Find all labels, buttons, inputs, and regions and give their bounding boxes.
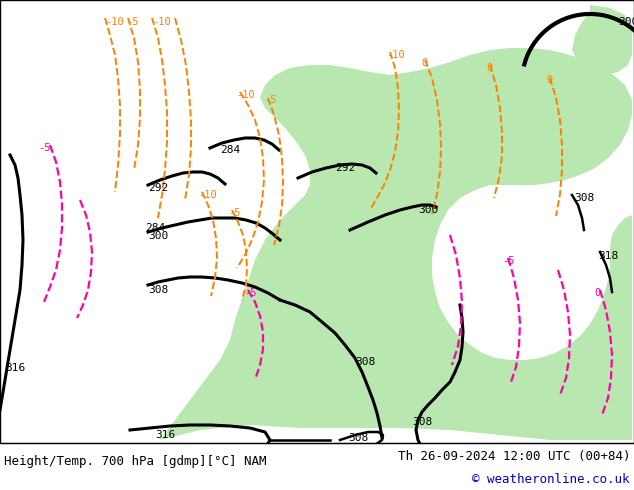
Text: 316: 316 bbox=[275, 453, 295, 463]
Text: Height/Temp. 700 hPa [gdmp][°C] NAM: Height/Temp. 700 hPa [gdmp][°C] NAM bbox=[4, 455, 266, 468]
Text: -5: -5 bbox=[244, 288, 257, 298]
Text: 0: 0 bbox=[486, 63, 492, 73]
Text: -10: -10 bbox=[198, 190, 217, 200]
Polygon shape bbox=[160, 48, 632, 440]
Text: 284: 284 bbox=[145, 223, 165, 233]
Text: Th 26-09-2024 12:00 UTC (00+84): Th 26-09-2024 12:00 UTC (00+84) bbox=[398, 450, 630, 463]
Text: -5: -5 bbox=[228, 208, 240, 218]
Text: 316: 316 bbox=[155, 430, 175, 440]
Text: -5: -5 bbox=[126, 17, 138, 27]
Polygon shape bbox=[572, 5, 632, 75]
Text: 292: 292 bbox=[148, 183, 168, 193]
Text: 308: 308 bbox=[355, 357, 375, 367]
Text: 300: 300 bbox=[418, 205, 438, 215]
Text: -10: -10 bbox=[236, 90, 255, 100]
Bar bbox=[0, 443, 634, 490]
Text: -10: -10 bbox=[152, 17, 171, 27]
Text: 308: 308 bbox=[148, 285, 168, 295]
Text: 284: 284 bbox=[220, 145, 240, 155]
Text: 318: 318 bbox=[598, 251, 618, 261]
Text: 300: 300 bbox=[618, 17, 634, 27]
Text: -5: -5 bbox=[38, 143, 51, 153]
Text: 308: 308 bbox=[412, 417, 432, 427]
Text: -10: -10 bbox=[386, 50, 404, 60]
Text: 0: 0 bbox=[546, 75, 552, 85]
Text: 300: 300 bbox=[148, 231, 168, 241]
Text: -10: -10 bbox=[105, 17, 124, 27]
Text: © weatheronline.co.uk: © weatheronline.co.uk bbox=[472, 473, 630, 486]
Text: -5: -5 bbox=[264, 95, 276, 105]
Text: 308: 308 bbox=[574, 193, 594, 203]
Text: 0: 0 bbox=[421, 58, 427, 68]
Text: 0: 0 bbox=[594, 288, 600, 298]
Text: -5: -5 bbox=[502, 256, 515, 266]
Text: 308: 308 bbox=[348, 433, 368, 443]
Text: 316: 316 bbox=[5, 363, 25, 373]
Text: 292: 292 bbox=[335, 163, 355, 173]
